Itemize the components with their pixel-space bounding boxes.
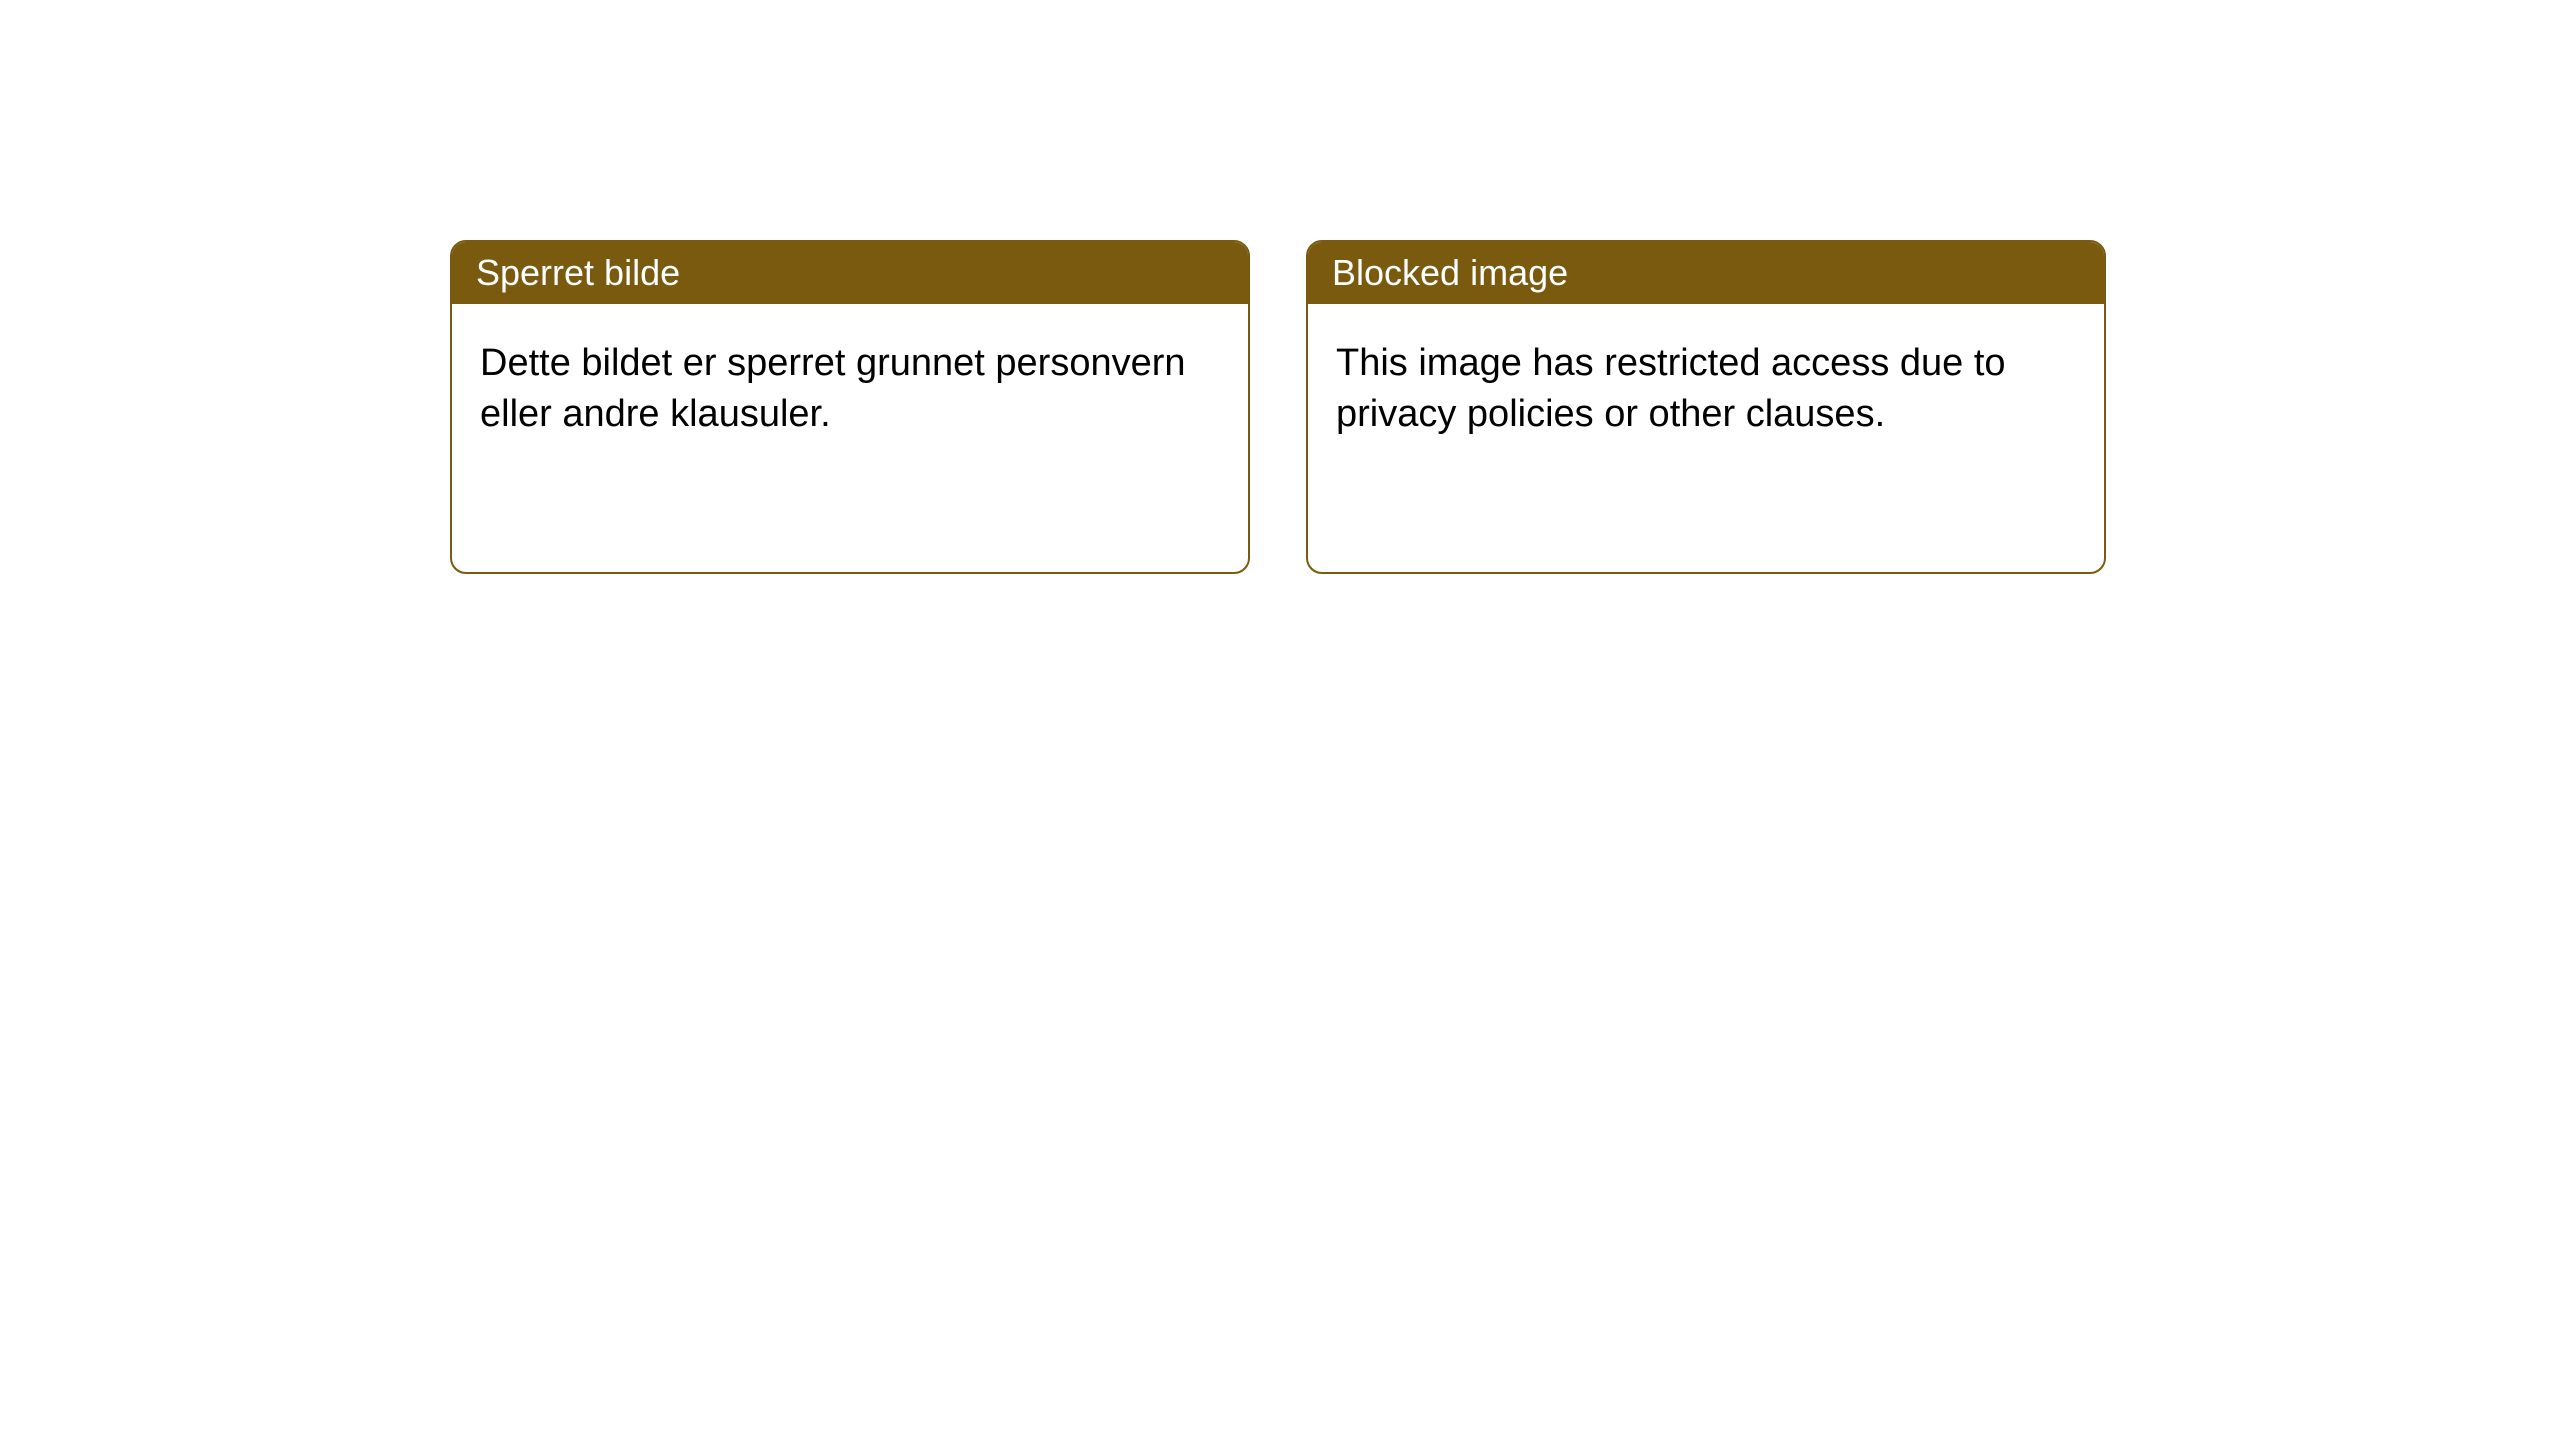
card-header-no: Sperret bilde [452,242,1248,304]
card-header-en: Blocked image [1308,242,2104,304]
blocked-image-notice-group: Sperret bilde Dette bildet er sperret gr… [450,240,2106,574]
card-body-no: Dette bildet er sperret grunnet personve… [452,304,1248,475]
card-body-en: This image has restricted access due to … [1308,304,2104,475]
blocked-image-card-no: Sperret bilde Dette bildet er sperret gr… [450,240,1250,574]
blocked-image-card-en: Blocked image This image has restricted … [1306,240,2106,574]
